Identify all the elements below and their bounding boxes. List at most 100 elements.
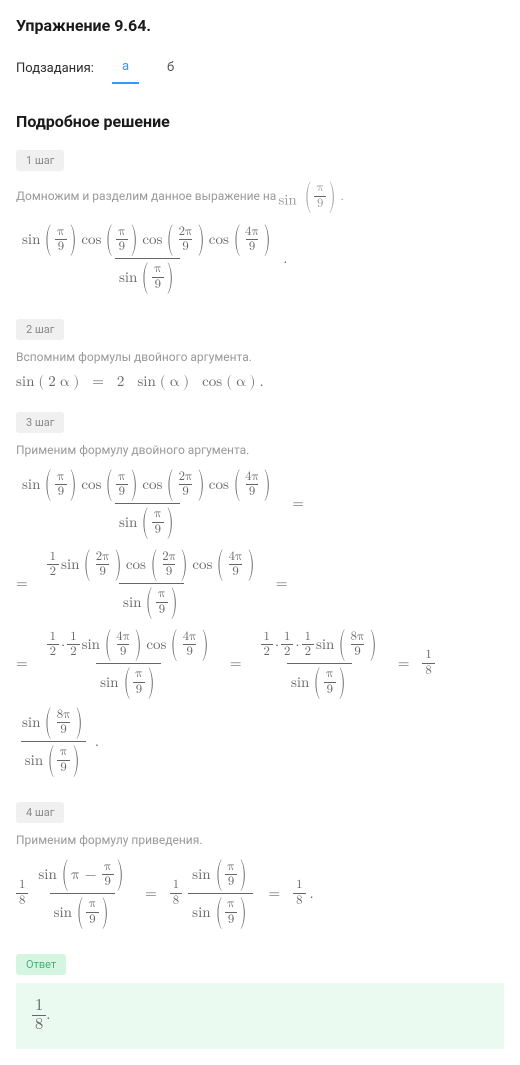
pi-label: π <box>185 471 192 483</box>
step-3-text: Применим формулу двойного аргумента. <box>16 443 504 457</box>
denom-9: 9 <box>225 912 237 928</box>
pi-label: π <box>71 867 80 882</box>
step-badge: 1 шаг <box>16 150 64 171</box>
denom-9: 9 <box>86 912 98 928</box>
sin-label: sin <box>192 905 210 920</box>
num-1: 1 <box>423 648 433 663</box>
sin-label: sin <box>25 753 43 768</box>
step-1-inline-math: sin ( π9 ) <box>278 181 338 212</box>
denom-9: 9 <box>55 239 67 255</box>
num-2: 2 <box>48 374 56 389</box>
denom-9: 9 <box>246 484 258 500</box>
answer-box: 1 8 . <box>16 983 504 1049</box>
pi-label: π <box>58 745 69 760</box>
num-1: 1 <box>262 630 272 645</box>
denom-9: 9 <box>152 277 164 293</box>
pi-label: π <box>116 470 127 485</box>
denom-9: 9 <box>324 682 336 698</box>
equals: = <box>268 886 280 901</box>
alpha: α <box>170 374 180 389</box>
num-1: 1 <box>294 878 304 893</box>
sin-label: sin <box>192 867 210 882</box>
pi-label: π <box>55 225 66 240</box>
denom-9: 9 <box>179 239 191 255</box>
answer-badge: Ответ <box>16 954 66 975</box>
num-1: 1 <box>17 878 27 893</box>
sin-label: sin <box>38 867 56 882</box>
sin-label: sin <box>119 270 137 285</box>
sin-label: sin <box>278 193 296 208</box>
denom-9: 9 <box>163 564 175 580</box>
subtasks-row: Подзадания: а б <box>16 53 504 84</box>
step-1: 1 шаг Домножим и разделим данное выражен… <box>16 149 504 296</box>
pi-label: π <box>185 226 192 238</box>
period: . <box>95 734 99 749</box>
cos-label: cos <box>146 637 166 652</box>
pi-label: π <box>252 471 259 483</box>
denom-9: 9 <box>225 874 237 890</box>
step-2-formula: sin (2α) = 2 sin (α) cos (α) . <box>16 374 504 389</box>
denom-9: 9 <box>117 644 129 660</box>
pi-label: π <box>225 897 236 912</box>
answer-denominator: 8 <box>32 1015 46 1035</box>
denom-2: 2 <box>281 644 293 660</box>
cos-label: cos <box>192 557 212 572</box>
denom-9: 9 <box>116 239 128 255</box>
step-3-line-3: = 12 · 12 sin (4π9) cos (4π9) sin (π9) =… <box>16 627 504 779</box>
pi-label: π <box>116 225 127 240</box>
cos-label: cos <box>142 477 162 492</box>
num-1: 1 <box>303 630 313 645</box>
pi-label: π <box>252 226 259 238</box>
num-1: 1 <box>171 878 181 893</box>
cos-label: cos <box>209 232 229 247</box>
denom-9: 9 <box>57 760 69 776</box>
alpha: α <box>60 374 70 389</box>
pi-label: π <box>133 667 144 682</box>
pi-label: π <box>152 507 163 522</box>
sin-label: sin <box>291 675 309 690</box>
cos-label: cos <box>81 477 101 492</box>
equals: = <box>145 886 157 901</box>
pi-label: π <box>169 551 176 563</box>
denom-9: 9 <box>57 722 69 738</box>
sin-label: sin <box>123 595 141 610</box>
pi-label: π <box>156 587 167 602</box>
tab-a[interactable]: а <box>112 53 139 84</box>
denom-9: 9 <box>179 484 191 500</box>
subtasks-label: Подзадания: <box>16 61 94 76</box>
sin-label: sin <box>22 232 40 247</box>
step-3: 3 шаг Применим формулу двойного аргумент… <box>16 411 504 779</box>
sin-label: sin <box>119 515 137 530</box>
denom-9: 9 <box>96 564 108 580</box>
num-1: 1 <box>282 630 292 645</box>
period: . <box>260 374 264 389</box>
denom-2: 2 <box>261 644 273 660</box>
step-1-text-prefix: Домножим и разделим данное выражение на <box>16 189 276 203</box>
sin-label: sin <box>16 374 34 389</box>
equals: = <box>230 656 242 671</box>
denom-9: 9 <box>183 644 195 660</box>
denom-9: 9 <box>351 644 363 660</box>
step-4-text: Применим формулу приведения. <box>16 833 504 847</box>
pi-label: π <box>87 897 98 912</box>
exercise-title: Упражнение 9.64. <box>16 16 504 35</box>
cos-label: cos <box>81 232 101 247</box>
denom-2: 2 <box>67 644 79 660</box>
tab-b[interactable]: б <box>157 54 184 83</box>
dot: · <box>295 637 299 652</box>
pi-label: π <box>123 631 130 643</box>
denom-2: 2 <box>47 564 59 580</box>
pi-label: π <box>189 631 196 643</box>
cos-label: cos <box>202 374 222 389</box>
denom-9: 9 <box>314 196 326 212</box>
step-badge: 2 шаг <box>16 319 64 340</box>
denom-9: 9 <box>246 239 258 255</box>
step-2-text: Вспомним формулы двойного аргумента. <box>16 350 504 364</box>
equals: = <box>16 656 28 671</box>
equals: = <box>16 576 28 591</box>
pi-label: π <box>357 631 364 643</box>
pi-label: π <box>102 551 109 563</box>
num-1: 1 <box>48 550 58 565</box>
denom-8: 8 <box>293 893 305 909</box>
num-2: 2 <box>117 374 125 389</box>
